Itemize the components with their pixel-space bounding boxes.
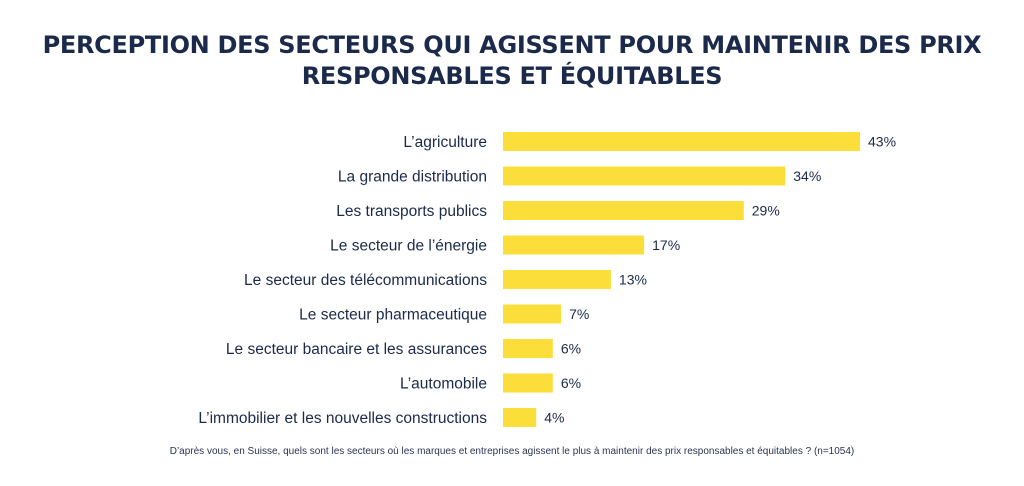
bar-row: Le secteur de l’énergie 17% bbox=[330, 235, 680, 255]
value-label: 4% bbox=[544, 410, 564, 426]
category-label: Les transports publics bbox=[336, 203, 487, 220]
value-label: 29% bbox=[752, 203, 780, 219]
category-label: Le secteur de l’énergie bbox=[330, 238, 487, 255]
value-label: 13% bbox=[619, 272, 647, 288]
bar-row: Les transports publics 29% bbox=[336, 201, 780, 220]
chart-title: PERCEPTION DES SECTEURS QUI AGISSENT POU… bbox=[0, 30, 1024, 92]
bar-row: Le secteur des télécommunications 13% bbox=[244, 270, 647, 289]
bar-row: L’agriculture 43% bbox=[403, 132, 896, 151]
value-label: 17% bbox=[652, 237, 680, 253]
bar bbox=[503, 132, 860, 151]
bar-row: La grande distribution 34% bbox=[338, 166, 821, 186]
category-label: Le secteur des télécommunications bbox=[244, 272, 487, 289]
value-label: 6% bbox=[561, 375, 581, 391]
bar bbox=[503, 270, 611, 289]
bar bbox=[503, 339, 553, 358]
bar bbox=[503, 201, 744, 220]
bar bbox=[503, 373, 553, 393]
value-label: 43% bbox=[868, 134, 896, 150]
category-label: L’agriculture bbox=[403, 134, 487, 151]
bar-chart: L’agriculture 43% La grande distribution 34… bbox=[198, 132, 896, 427]
bar-row: Le secteur bancaire et les assurances 6% bbox=[226, 339, 581, 358]
value-label: 7% bbox=[569, 306, 589, 322]
category-label: L’automobile bbox=[400, 376, 487, 393]
chart-title-line-1: PERCEPTION DES SECTEURS QUI AGISSENT POU… bbox=[42, 31, 982, 59]
chart-title-line-2: RESPONSABLES ET ÉQUITABLES bbox=[301, 62, 723, 90]
bar bbox=[503, 304, 562, 324]
category-label: La grande distribution bbox=[338, 169, 487, 186]
value-label: 6% bbox=[561, 341, 581, 357]
bar bbox=[503, 166, 786, 186]
bar-row: Le secteur pharmaceutique 7% bbox=[299, 304, 589, 324]
category-label: L’immobilier et les nouvelles constructi… bbox=[198, 410, 487, 427]
bar bbox=[503, 235, 645, 255]
bar-row: L’automobile 6% bbox=[400, 373, 581, 393]
category-label: Le secteur pharmaceutique bbox=[299, 307, 487, 324]
bar-row: L’immobilier et les nouvelles constructi… bbox=[198, 408, 564, 427]
category-label: Le secteur bancaire et les assurances bbox=[226, 341, 487, 358]
survey-question-footnote: D’après vous, en Suisse, quels sont les … bbox=[169, 446, 855, 457]
bar bbox=[503, 408, 537, 427]
value-label: 34% bbox=[793, 168, 821, 184]
